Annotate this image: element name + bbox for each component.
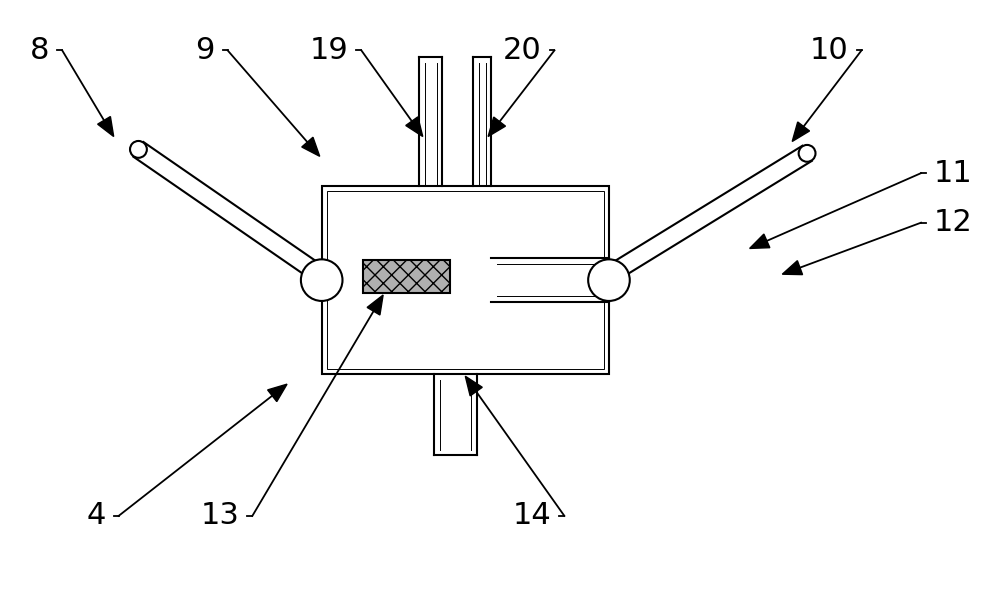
Polygon shape (98, 117, 114, 136)
Polygon shape (302, 137, 320, 156)
Polygon shape (792, 122, 810, 142)
Text: 11: 11 (934, 159, 973, 188)
Polygon shape (367, 295, 383, 315)
Polygon shape (406, 117, 423, 136)
Text: 9: 9 (195, 36, 215, 65)
Text: 20: 20 (503, 36, 542, 65)
Circle shape (130, 141, 147, 158)
Text: 19: 19 (310, 36, 348, 65)
Bar (322, 186, 609, 374)
Bar (327, 192, 604, 369)
Circle shape (799, 145, 816, 162)
Polygon shape (465, 376, 482, 396)
Polygon shape (268, 384, 287, 402)
Polygon shape (488, 117, 505, 136)
Text: 10: 10 (810, 36, 849, 65)
Circle shape (588, 260, 630, 301)
Text: 12: 12 (934, 208, 973, 237)
Text: 13: 13 (201, 502, 239, 530)
Text: 4: 4 (86, 502, 106, 530)
Text: 14: 14 (513, 502, 552, 530)
Text: 8: 8 (30, 36, 49, 65)
Polygon shape (782, 261, 803, 274)
Circle shape (301, 260, 342, 301)
Polygon shape (750, 234, 770, 248)
Bar (363, 260, 450, 293)
